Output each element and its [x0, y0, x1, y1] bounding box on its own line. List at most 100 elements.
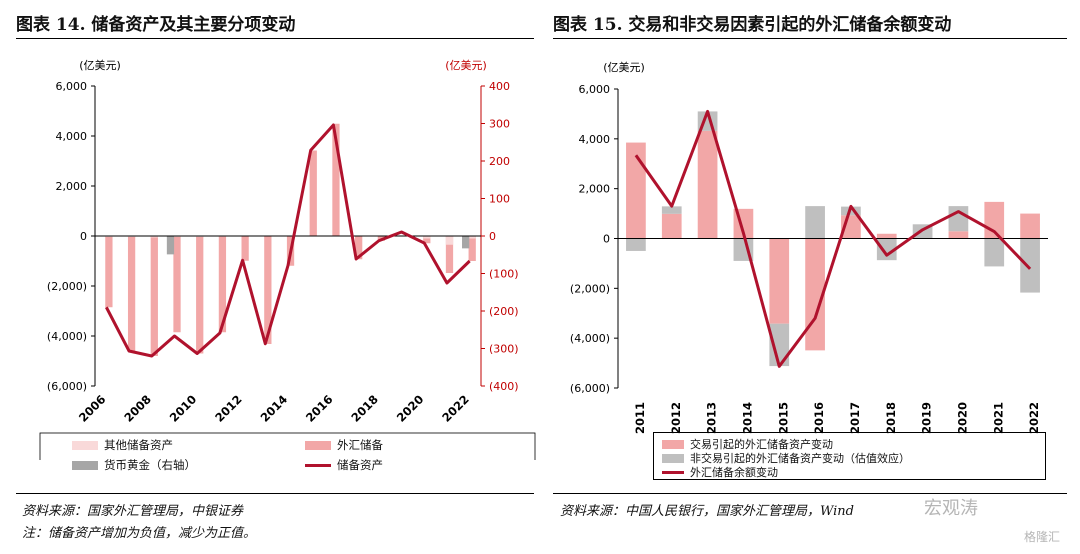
fx-reserve-bar	[127, 236, 136, 351]
right-y-unit-label: (亿美元)	[445, 59, 487, 72]
other-reserve-bar	[468, 236, 476, 239]
other-reserve-bar	[150, 236, 158, 238]
left-legend-item: 货币黄金（右轴）	[72, 457, 196, 473]
fx-reserve-bar	[309, 150, 317, 236]
left-y-unit-label: (亿美元)	[79, 59, 121, 72]
left-x-tick-label: 2020	[394, 392, 427, 425]
fx-reserve-bar	[332, 123, 340, 236]
right-x-tick-label: 2012	[669, 402, 683, 434]
right-chart-title: 图表 15. 交易和非交易因素引起的外汇储备余额变动	[553, 15, 952, 35]
right-y-tick-label: (100)	[489, 268, 519, 281]
legend-swatch	[72, 460, 98, 470]
valuation-bar	[876, 238, 897, 261]
other-reserve-bar	[423, 236, 431, 239]
right-x-tick-label: 2014	[740, 402, 754, 434]
right-y-tick-label: 300	[489, 118, 510, 131]
left-chart-title: 图表 14. 储备资产及其主要分项变动	[16, 15, 296, 35]
right-y-tick-label: 400	[489, 80, 510, 93]
left-x-tick-label: 2010	[167, 392, 200, 425]
fx-reserve-bar	[196, 236, 204, 354]
legend-swatch	[305, 440, 331, 450]
right-chart-y-tick-label: 6,000	[579, 83, 611, 96]
left-legend-item: 外汇储备	[305, 437, 383, 453]
left-legend-box	[39, 432, 536, 460]
legend-label: 交易引起的外汇储备资产变动	[690, 438, 833, 451]
right-y-tick-label: (300)	[489, 343, 519, 356]
left-y-tick-label: 4,000	[56, 130, 88, 143]
right-legend: 交易引起的外汇储备资产变动 非交易引起的外汇储备资产变动（估值效应） 外汇储备余额变…	[653, 432, 1046, 480]
right-x-tick-label: 2017	[848, 402, 862, 434]
right-x-tick-label: 2016	[812, 402, 826, 434]
left-y-tick-label: 0	[80, 230, 87, 243]
valuation-bar	[805, 206, 825, 239]
fx-reserve-bar	[241, 236, 249, 261]
left-x-tick-label: 2012	[212, 392, 245, 425]
left-chart: (亿美元) (亿美元) 6,000 4,000 2,000 0 (2,000) (4,00…	[39, 59, 536, 460]
right-y-tick-label: (400)	[489, 380, 519, 393]
right-y-tick-label: 0	[489, 230, 496, 243]
right-chart-y-tick-label: (2,000)	[570, 282, 610, 295]
legend-label: 货币黄金（右轴）	[104, 458, 196, 472]
trade-bar	[1020, 213, 1040, 239]
other-reserve-bar	[445, 236, 454, 245]
legend-swatch	[662, 470, 684, 474]
right-x-tick-label: 2013	[705, 402, 719, 434]
legend-swatch	[72, 440, 98, 450]
right-x-tick-label: 2020	[955, 402, 969, 434]
valuation-bar	[661, 206, 682, 214]
watermark-text: 宏观涛	[924, 498, 978, 519]
legend-label: 外汇储备余额变动	[690, 466, 778, 479]
left-x-tick-label: 2018	[348, 392, 381, 425]
right-y-tick-label: (200)	[489, 305, 519, 318]
legend-swatch	[305, 463, 331, 467]
trade-bar	[876, 233, 897, 239]
left-title-rule	[16, 38, 534, 39]
fx-reserve-bar	[173, 236, 181, 333]
trade-bar	[626, 142, 646, 239]
fx-reserve-bar	[105, 236, 113, 308]
right-source-rule	[553, 493, 1067, 494]
fx-reserve-bar	[355, 236, 363, 260]
fx-reserve-bar	[218, 236, 227, 333]
trade-bar	[769, 238, 790, 324]
trade-bar	[661, 213, 682, 239]
legend-swatch	[662, 453, 684, 463]
gold-bar	[462, 236, 470, 249]
right-legend-item: 非交易引起的外汇储备资产变动（估值效应）	[662, 450, 910, 466]
right-x-tick-label: 2022	[1027, 402, 1041, 434]
left-legend-item: 其他储备资产	[72, 437, 173, 453]
right-y-tick-label: 200	[489, 155, 510, 168]
right-chart-y-tick-label: 2,000	[579, 183, 611, 196]
right-title-rule	[553, 38, 1067, 39]
valuation-bar	[948, 206, 969, 232]
valuation-bar	[769, 323, 790, 367]
left-y-tick-label: (6,000)	[47, 380, 87, 393]
left-x-tick-label: 2016	[303, 392, 336, 425]
right-y-tick-label: 100	[489, 193, 510, 206]
right-chart-y-tick-label: (4,000)	[570, 332, 610, 345]
left-legend-item: 储备资产	[305, 457, 383, 473]
right-chart-y-unit-label: (亿美元)	[603, 61, 645, 74]
legend-label: 非交易引起的外汇储备资产变动（估值效应）	[690, 452, 910, 465]
valuation-bar	[626, 238, 646, 251]
left-source-rule	[16, 493, 534, 494]
left-x-tick-label: 2008	[121, 392, 154, 425]
fx-reserve-bar	[423, 236, 431, 244]
right-chart-y-tick-label: 4,000	[579, 133, 611, 146]
legend-label: 其他储备资产	[104, 438, 173, 452]
right-legend-item: 外汇储备余额变动	[662, 464, 778, 480]
left-x-tick-label: 2022	[439, 392, 472, 425]
left-note: 注：储备资产增加为负值，减少为正值。	[22, 526, 257, 541]
left-y-tick-label: (2,000)	[47, 280, 87, 293]
left-x-tick-label: 2014	[258, 392, 291, 425]
right-source: 资料来源：中国人民银行，国家外汇管理局，Wind	[560, 504, 854, 519]
fx-reserve-bar	[445, 236, 454, 273]
trade-bar	[697, 130, 718, 239]
right-x-tick-label: 2018	[884, 402, 898, 434]
watermark-logo-text: 格隆汇	[1024, 530, 1061, 544]
right-legend-item: 交易引起的外汇储备资产变动	[662, 436, 833, 452]
fx-balance-change-line	[634, 109, 1032, 368]
left-x-tick-label: 2006	[76, 392, 109, 425]
valuation-bar	[984, 238, 1005, 267]
reserve-assets-line	[105, 123, 471, 358]
